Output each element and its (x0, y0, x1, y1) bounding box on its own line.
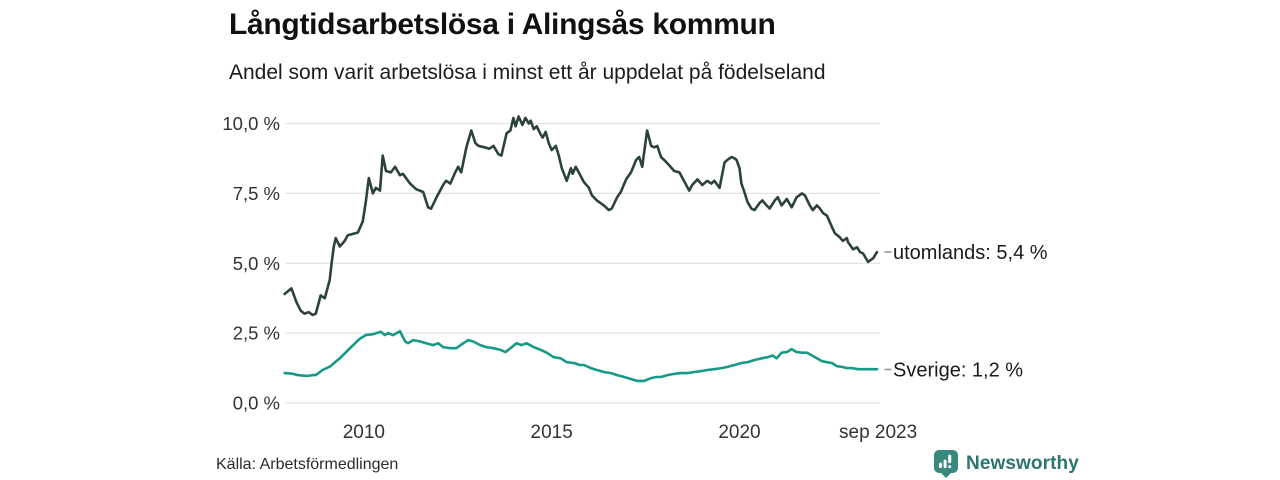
y-tick-label: 2,5 % (233, 323, 280, 344)
series-end-label-utomlands: utomlands: 5,4 % (893, 242, 1048, 264)
y-tick-label: 7,5 % (233, 183, 280, 204)
x-tick-label: 2010 (343, 422, 385, 443)
chart-area: 0,0 % 2,5 % 5,0 % 7,5 % 10,0 % 2010 2015 2020 se… (0, 95, 1280, 450)
x-tick-label: sep 2023 (839, 422, 917, 443)
x-tick-label: 2020 (718, 422, 760, 443)
series-line-Sverige (283, 329, 879, 383)
y-tick-label: 5,0 % (233, 253, 280, 274)
chart-svg: 0,0 % 2,5 % 5,0 % 7,5 % 10,0 % 2010 2015 2020 se… (222, 113, 1048, 443)
y-tick-label: 0,0 % (233, 393, 280, 414)
page-title: Långtidsarbetslösa i Alingsås kommun (229, 8, 776, 41)
source-text: Källa: Arbetsförmedlingen (216, 456, 399, 473)
newsworthy-wordmark: Newsworthy (966, 453, 1079, 474)
series-line-utomlands (283, 115, 879, 317)
page-subtitle: Andel som varit arbetslösa i minst ett å… (229, 61, 826, 84)
newsworthy-logo: Newsworthy (934, 450, 1079, 478)
newsworthy-bars-icon (934, 450, 958, 478)
y-tick-label: 10,0 % (222, 113, 280, 134)
x-tick-label: 2015 (531, 422, 573, 443)
series-end-label-Sverige: Sverige: 1,2 % (893, 359, 1023, 381)
